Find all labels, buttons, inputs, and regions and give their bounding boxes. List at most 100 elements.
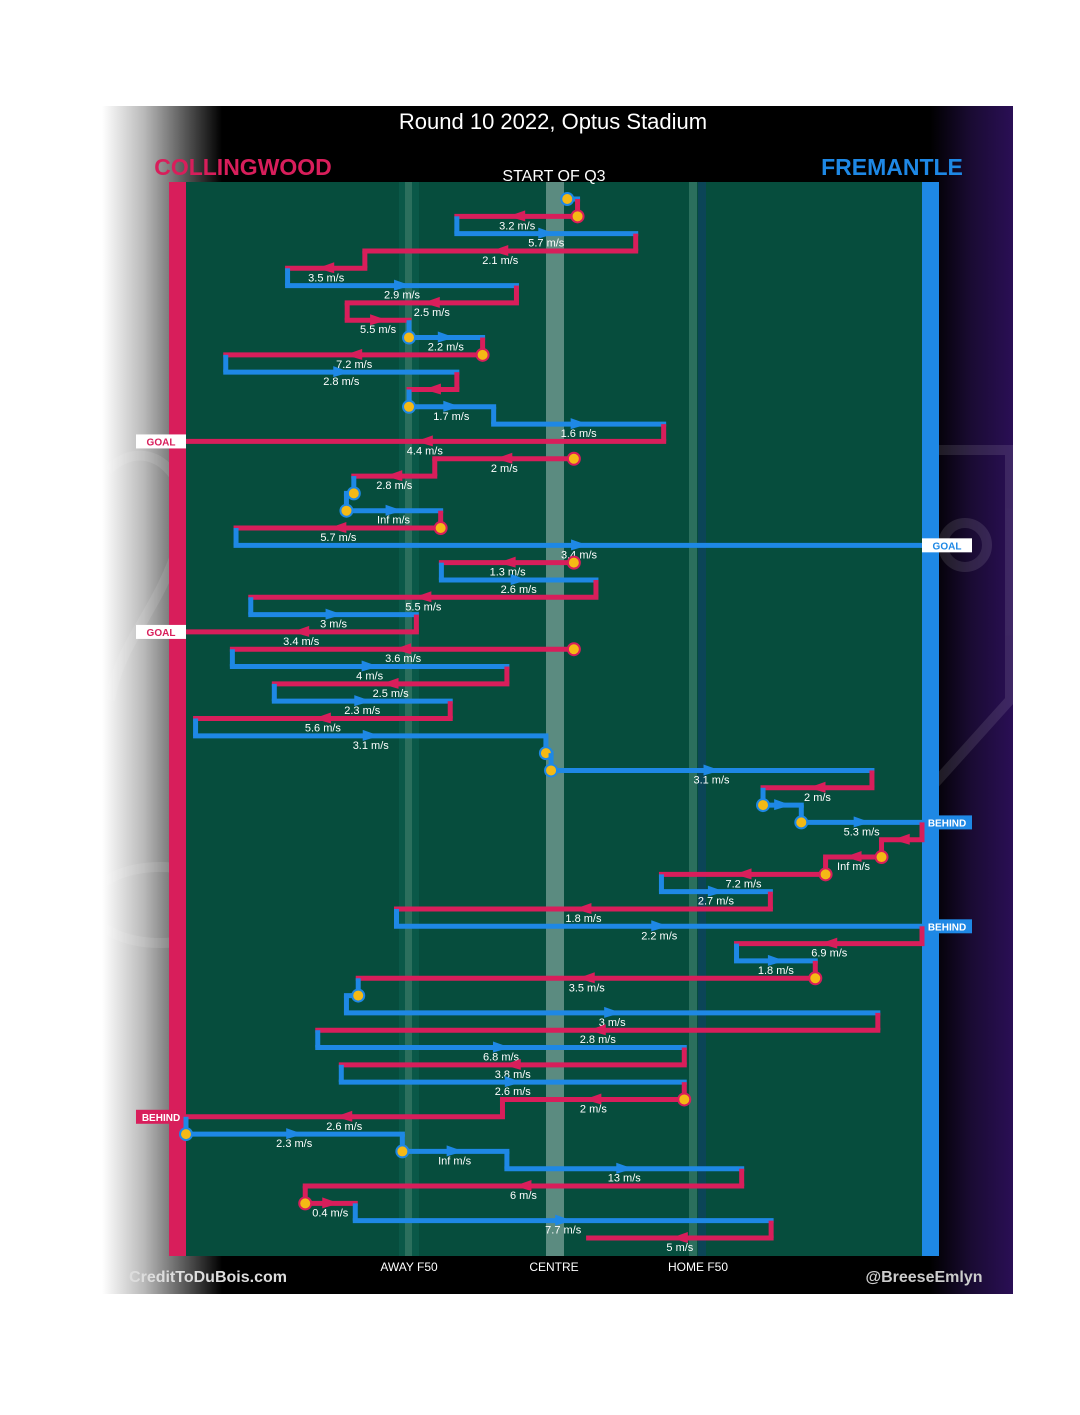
speed-label: Inf m/s: [438, 1155, 472, 1167]
direction-arrow: [555, 1214, 573, 1226]
speed-label: Inf m/s: [377, 515, 411, 527]
direction-arrow: [423, 383, 441, 395]
turnover-marker: [818, 867, 833, 882]
outcome-badge: [136, 624, 186, 639]
direction-arrow: [510, 573, 528, 585]
speed-label: 4.4 m/s: [407, 445, 444, 457]
direction-arrow: [514, 1180, 532, 1192]
speed-label: 3.6 m/s: [385, 653, 422, 665]
direction-arrow: [498, 556, 516, 568]
direction-arrow: [322, 1197, 340, 1209]
axis-label-home-f50: HOME F50: [668, 1260, 728, 1274]
direction-arrow: [317, 262, 335, 274]
speed-label: 2.2 m/s: [641, 930, 678, 942]
speed-label: 2 m/s: [580, 1103, 607, 1115]
turnover-marker: [179, 1127, 193, 1142]
speed-label: 2.5 m/s: [414, 307, 451, 319]
speed-label: 3 m/s: [320, 619, 347, 631]
credit-right: @BreeseEmlyn: [866, 1269, 983, 1286]
speed-label: 3.5 m/s: [569, 982, 606, 994]
direction-arrow: [286, 1128, 304, 1140]
speed-label: 5.7 m/s: [528, 238, 565, 250]
speed-label: 1.6 m/s: [561, 428, 598, 440]
direction-arrow: [808, 781, 826, 793]
centre-band: [546, 182, 564, 1256]
outcome-label: BEHIND: [928, 818, 966, 829]
turnover-marker: [544, 763, 559, 778]
speed-label: 2 m/s: [491, 463, 518, 475]
fremantle-title: FREMANTLE: [821, 154, 963, 180]
speed-label: 2.2 m/s: [428, 342, 465, 354]
turnover-marker: [395, 1144, 410, 1159]
direction-arrow: [394, 279, 412, 291]
fremantle-goal-post: [922, 182, 939, 1256]
speed-label: 2.6 m/s: [495, 1086, 532, 1098]
chart-title: Round 10 2022, Optus Stadium: [399, 109, 707, 134]
direction-arrow: [370, 314, 388, 326]
direction-arrow: [670, 1232, 688, 1243]
direction-arrow: [493, 1041, 511, 1053]
direction-arrow: [325, 608, 343, 620]
turnover-marker: [566, 642, 581, 657]
direction-arrow: [503, 1058, 521, 1070]
direction-arrow: [292, 625, 310, 637]
speed-label: 2.9 m/s: [384, 290, 421, 302]
speed-label: 6 m/s: [510, 1190, 537, 1202]
direction-arrow: [362, 729, 380, 741]
speed-label: 7.2 m/s: [336, 359, 373, 371]
direction-arrow: [604, 1006, 622, 1018]
direction-arrow: [361, 660, 379, 672]
turnover-marker: [808, 971, 823, 986]
turnover-marker: [351, 988, 366, 1003]
speed-label: 5.6 m/s: [305, 723, 342, 735]
speed-label: 5.5 m/s: [405, 601, 442, 613]
outcome-label: GOAL: [147, 628, 176, 639]
direction-arrow: [385, 504, 403, 516]
speed-label: Inf m/s: [837, 861, 871, 873]
home-f50-line: [689, 182, 697, 1256]
turnover-marker: [402, 330, 417, 345]
outcome-label: GOAL: [933, 541, 962, 552]
outcome-badge: [922, 815, 972, 830]
outcome-label: BEHIND: [928, 922, 966, 933]
speed-label: 1.3 m/s: [490, 567, 527, 579]
speed-label: 13 m/s: [608, 1173, 642, 1185]
direction-arrow: [707, 885, 725, 897]
direction-arrow: [422, 296, 440, 308]
direction-arrow: [381, 677, 399, 689]
speed-label: 2.5 m/s: [373, 688, 410, 700]
direction-arrow: [538, 227, 556, 239]
direction-arrow: [504, 1076, 522, 1088]
quarter-start-label: START OF Q3: [502, 168, 605, 185]
direction-arrow: [414, 591, 432, 603]
turnover-marker: [475, 347, 490, 362]
direction-arrow: [651, 920, 669, 932]
turnover-marker: [874, 850, 889, 865]
direction-arrow: [570, 418, 588, 430]
turnover-marker: [402, 399, 417, 414]
speed-label: 5.7 m/s: [320, 532, 357, 544]
speed-label: 2 m/s: [804, 792, 831, 804]
speed-label: 7.7 m/s: [545, 1225, 582, 1237]
direction-arrow: [767, 954, 785, 966]
direction-arrow: [495, 452, 513, 464]
direction-arrow: [345, 348, 363, 360]
outcome-badge: [136, 434, 186, 449]
outcome-badge: [922, 538, 972, 553]
speed-label: 3.4 m/s: [283, 636, 320, 648]
direction-arrow: [446, 1145, 464, 1157]
speed-label: 3.1 m/s: [353, 740, 390, 752]
speed-label: 2.1 m/s: [482, 255, 519, 267]
speed-label: 2.7 m/s: [698, 896, 735, 908]
collingwood-goal-post: [169, 182, 186, 1256]
direction-arrow: [333, 366, 351, 378]
speed-label: 4 m/s: [356, 671, 383, 683]
turnover-marker: [298, 1196, 313, 1211]
turnover-marker: [433, 521, 448, 536]
speed-label: 5 m/s: [666, 1242, 693, 1254]
direction-arrow: [853, 816, 871, 828]
axis-label-away-f50: AWAY F50: [380, 1260, 438, 1274]
turnover-marker: [756, 798, 771, 813]
speed-label: 5.5 m/s: [360, 324, 397, 336]
